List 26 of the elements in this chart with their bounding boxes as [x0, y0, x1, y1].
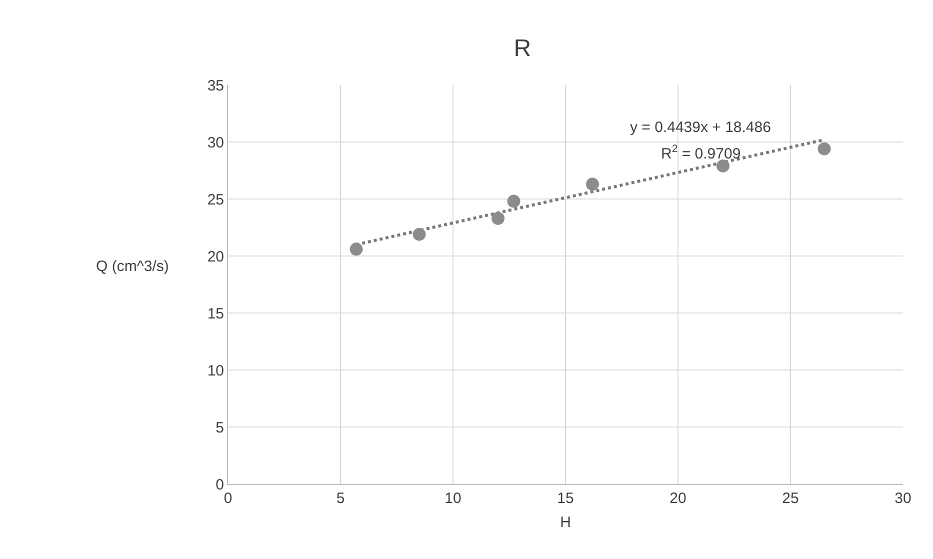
annotation: R$^{2}$ = 0.9709: [661, 143, 741, 162]
y-tick-label: 10: [207, 362, 224, 380]
point: [350, 242, 363, 256]
x-tick-label: 5: [336, 490, 345, 507]
x-axis-title: H: [560, 514, 571, 531]
y-tick-label: 30: [207, 134, 224, 152]
y-tick-label: 15: [207, 305, 224, 322]
y-axis-title: Q (cm^3/s): [96, 258, 169, 275]
point: [716, 159, 730, 172]
y-tick-label: 5: [216, 419, 224, 436]
x-tick-label: 25: [782, 490, 799, 507]
x-tick-label: 20: [670, 490, 686, 507]
point: [818, 142, 831, 156]
point: [412, 228, 426, 241]
point: [586, 178, 599, 191]
chart-title: R: [514, 34, 532, 62]
y-tick-label: 25: [207, 191, 224, 208]
x-tick-label: 15: [557, 490, 574, 507]
x-tick-label: 30: [894, 490, 912, 507]
y-tick-label: 0: [216, 476, 224, 494]
annotation: y = 0.4439x + 18.486: [630, 119, 771, 136]
y-tick-label: 20: [207, 248, 224, 266]
x-tick-label: 10: [444, 490, 462, 507]
point: [492, 212, 504, 225]
point: [507, 194, 520, 208]
y-tick-label: 35: [207, 77, 224, 94]
